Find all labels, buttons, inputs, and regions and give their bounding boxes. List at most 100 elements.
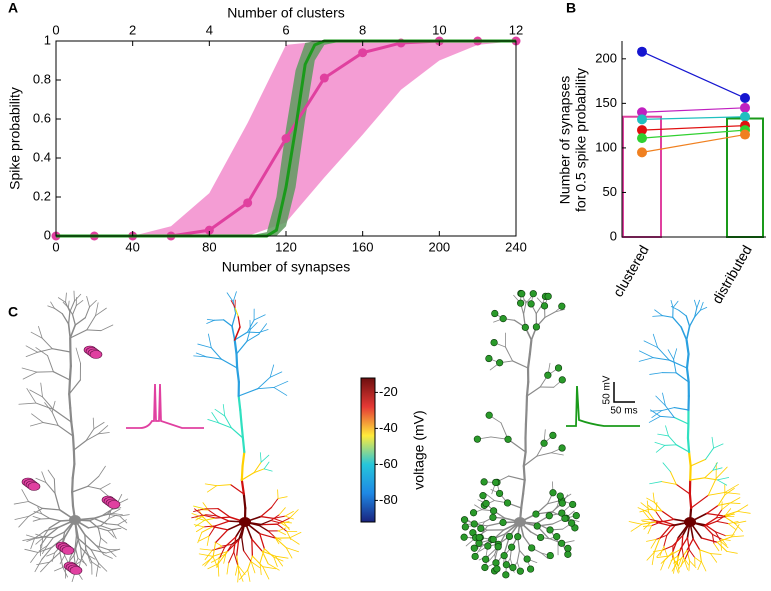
dendrite <box>660 518 675 523</box>
dendrite <box>650 538 657 549</box>
pair-line <box>641 125 746 131</box>
dendrite <box>193 524 205 528</box>
dendrite <box>117 524 128 531</box>
dendrite <box>653 538 661 553</box>
dendrite <box>97 425 109 435</box>
synapse <box>564 550 572 558</box>
synapse <box>523 555 531 563</box>
dendrite <box>193 505 205 510</box>
dendrite <box>711 533 723 540</box>
dendrite <box>232 301 237 315</box>
dendrite <box>675 372 690 383</box>
y-tick-label: 150 <box>595 95 617 110</box>
dendrite <box>687 450 692 468</box>
y-tick-label: 100 <box>595 139 617 154</box>
dendrite <box>70 420 75 438</box>
dendrite <box>207 509 218 517</box>
dendrite <box>108 514 117 519</box>
dendrite <box>707 491 726 496</box>
dendrite <box>686 538 694 552</box>
dendrite <box>681 546 685 558</box>
dendrite <box>105 548 121 554</box>
dendrite <box>22 537 35 541</box>
dendrite <box>217 551 228 565</box>
dendrite <box>522 450 527 468</box>
dendrite <box>224 415 232 429</box>
y-axis-title: for 0.5 spike probability <box>573 68 589 212</box>
dendrite <box>68 364 72 382</box>
synapse <box>558 444 566 452</box>
x2-tick-label: 12 <box>509 22 523 37</box>
dendrite <box>659 415 675 418</box>
x-tick-label: 40 <box>125 239 139 254</box>
dendrite <box>68 392 72 410</box>
dendrite <box>87 554 91 564</box>
pair-dot <box>637 46 647 57</box>
dendrite <box>57 297 66 303</box>
dendrite <box>257 386 275 390</box>
dendrite <box>241 436 246 454</box>
dendrite <box>640 518 651 521</box>
dendrite <box>69 324 77 339</box>
dendrite <box>226 292 234 303</box>
dendrite <box>278 507 286 516</box>
dendrite <box>249 322 258 330</box>
synapse <box>479 492 487 500</box>
x2-axis-title: Number of clusters <box>227 5 344 21</box>
dendrite <box>704 477 718 481</box>
dendrite <box>717 477 730 481</box>
dendrite <box>222 404 226 417</box>
dendrite <box>511 360 529 369</box>
dendrite <box>262 566 276 570</box>
synapse <box>516 567 524 575</box>
dendrite <box>90 549 100 564</box>
dendrite <box>54 565 66 572</box>
synapse <box>558 539 566 547</box>
x-tick-label: distributed <box>709 242 755 306</box>
dendrite <box>212 556 219 568</box>
dendrite <box>699 549 712 555</box>
synapse <box>533 522 541 530</box>
dendrite <box>48 551 61 563</box>
dendrite <box>661 481 677 485</box>
dendrite <box>717 502 732 506</box>
synapse <box>527 300 535 308</box>
dendrite <box>706 504 719 515</box>
dendrite <box>714 531 727 537</box>
dendrite <box>646 497 655 503</box>
x-tick-label: 160 <box>352 239 374 254</box>
dendrite <box>41 471 47 483</box>
synapse <box>481 563 489 572</box>
synapse <box>564 544 572 552</box>
dendrite <box>35 477 47 483</box>
dendrite <box>214 520 230 527</box>
dendrite <box>41 545 48 555</box>
synapse <box>492 559 500 567</box>
dendrite <box>67 300 70 309</box>
dendrite <box>240 478 245 496</box>
dendrite <box>652 492 655 503</box>
dendrite <box>662 462 671 472</box>
dendrite <box>117 519 127 526</box>
dendrite <box>685 315 691 327</box>
synapse <box>545 512 553 520</box>
dendrite <box>206 318 215 321</box>
marker <box>204 225 214 235</box>
dendrite <box>694 309 701 318</box>
dendrite <box>275 537 287 549</box>
dendrite <box>273 556 284 562</box>
dendrite <box>251 555 264 568</box>
dendrite <box>650 410 663 412</box>
synapse <box>502 561 510 569</box>
dendrite <box>630 523 643 532</box>
dendrite <box>710 553 722 555</box>
dendrite <box>504 346 514 362</box>
dendrite <box>705 447 715 460</box>
dendrite <box>95 545 105 556</box>
dendrite <box>106 523 119 526</box>
dendrite <box>18 402 37 405</box>
pair-dot <box>637 114 647 125</box>
dendrite <box>214 516 231 519</box>
synapse <box>89 350 103 359</box>
dendrite <box>704 517 717 526</box>
